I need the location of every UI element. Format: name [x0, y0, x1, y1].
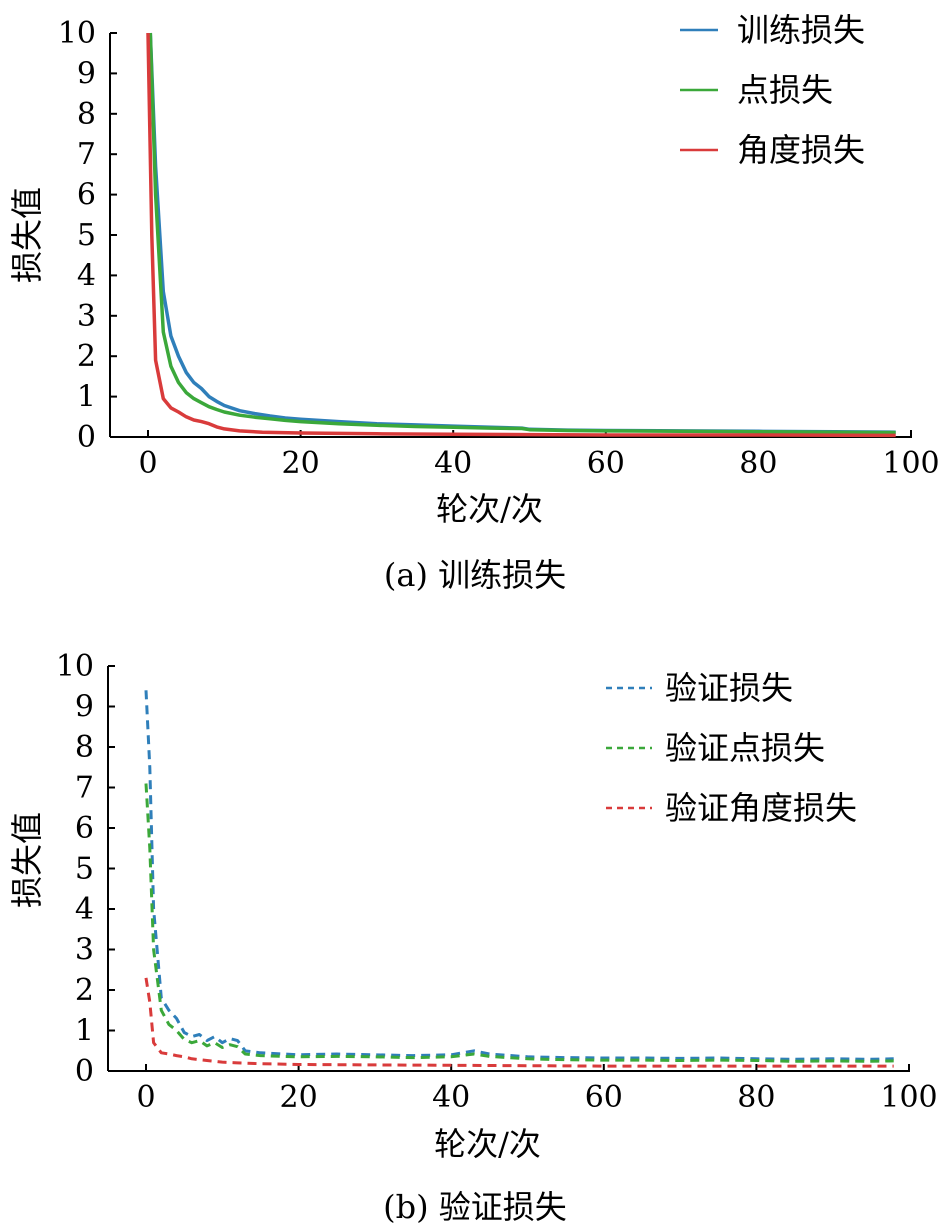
y-tick-label: 7 — [77, 137, 96, 172]
legend-label-0: 训练损失 — [737, 11, 865, 49]
x-axis-title: 轮次/次 — [436, 490, 543, 528]
legend-label-2: 角度损失 — [737, 131, 865, 169]
y-tick-label: 10 — [58, 16, 96, 51]
series-line-1 — [144, 783, 894, 1063]
y-tick-label: 10 — [56, 649, 94, 684]
y-tick-label: 4 — [77, 258, 96, 293]
x-tick-label: 20 — [280, 1080, 318, 1115]
legend-label-1: 验证点损失 — [665, 729, 825, 767]
y-tick-label: 1 — [75, 1014, 94, 1049]
y-tick-label: 6 — [75, 811, 94, 846]
y-tick-label: 9 — [77, 56, 96, 91]
x-tick-label: 0 — [136, 1080, 155, 1115]
y-tick-label: 9 — [75, 690, 94, 725]
y-tick-label: 0 — [77, 420, 96, 455]
y-tick-label: 5 — [75, 852, 94, 887]
x-tick-label: 80 — [737, 1080, 775, 1115]
y-tick-label: 2 — [75, 973, 94, 1008]
y-tick-label: 6 — [77, 178, 96, 213]
y-tick-label: 2 — [77, 339, 96, 374]
x-tick-label: 80 — [739, 446, 777, 481]
legend-label-0: 验证损失 — [665, 669, 793, 707]
chart-caption: (b) 验证损失 — [383, 1188, 567, 1226]
legend-label-2: 验证角度损失 — [665, 789, 857, 827]
y-tick-label: 8 — [77, 97, 96, 132]
y-tick-label: 0 — [75, 1054, 94, 1089]
y-tick-label: 3 — [75, 933, 94, 968]
chart-caption: (a) 训练损失 — [384, 556, 566, 594]
y-tick-label: 8 — [75, 730, 94, 765]
series-line-2 — [144, 977, 894, 1068]
y-tick-label: 4 — [75, 892, 94, 927]
series-line-1 — [148, 32, 896, 435]
x-tick-label: 60 — [587, 446, 625, 481]
x-tick-label: 40 — [434, 446, 472, 481]
y-axis-title: 损失值 — [8, 812, 46, 908]
x-tick-label: 100 — [880, 1080, 937, 1115]
x-tick-label: 0 — [138, 446, 157, 481]
y-tick-label: 1 — [77, 380, 96, 415]
y-axis-title: 损失值 — [8, 187, 46, 283]
y-tick-label: 3 — [77, 299, 96, 334]
legend-label-1: 点损失 — [737, 71, 833, 109]
x-tick-label: 20 — [282, 446, 320, 481]
series-line-2 — [146, 32, 896, 438]
x-tick-label: 100 — [882, 446, 939, 481]
y-tick-label: 5 — [77, 218, 96, 253]
x-tick-label: 40 — [432, 1080, 470, 1115]
x-axis-title: 轮次/次 — [434, 1125, 541, 1163]
series-line-0 — [144, 690, 894, 1061]
y-tick-label: 7 — [75, 771, 94, 806]
x-tick-label: 60 — [585, 1080, 623, 1115]
